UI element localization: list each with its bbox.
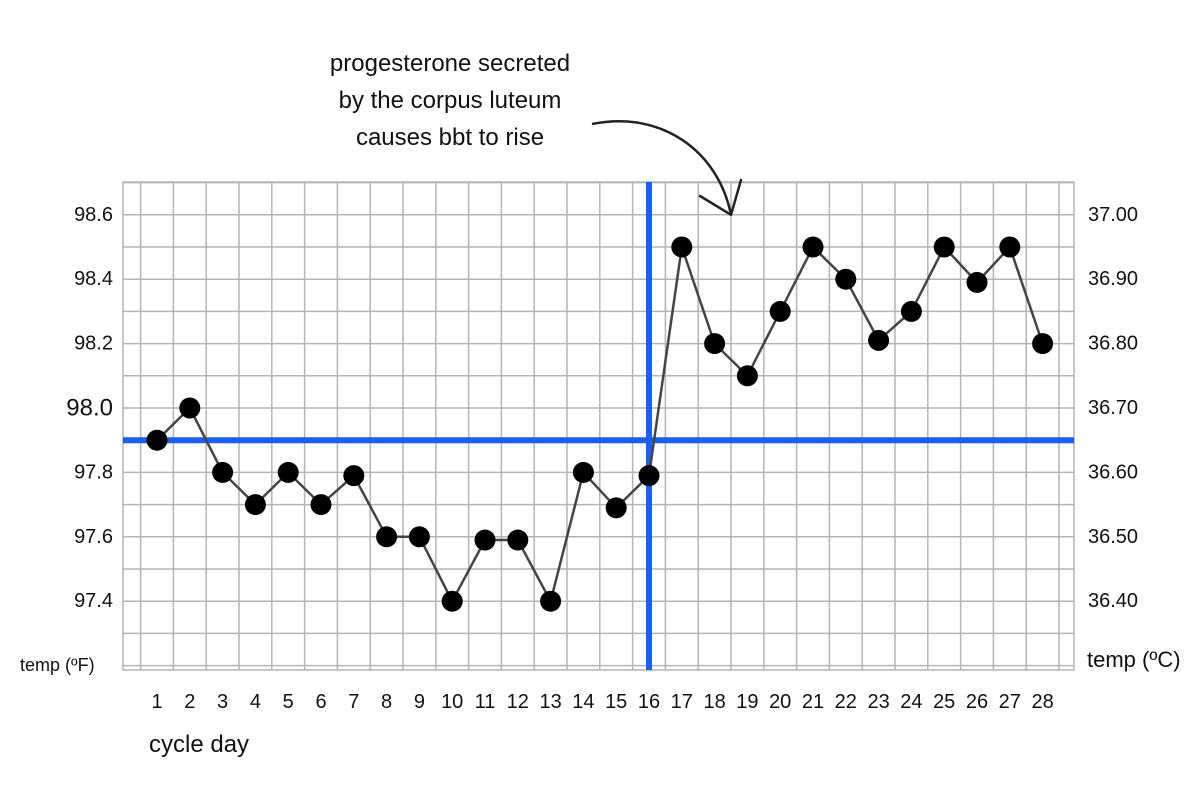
x-tick-label: 12 xyxy=(507,691,529,713)
x-tick-label: 26 xyxy=(966,691,988,713)
data-point-day-28 xyxy=(1032,333,1054,355)
data-point-day-11 xyxy=(474,529,496,551)
y-tick-label-right: 36.50 xyxy=(1088,526,1138,548)
data-point-day-20 xyxy=(769,300,791,322)
data-point-day-2 xyxy=(179,397,201,419)
x-tick-label: 10 xyxy=(441,691,463,713)
y-tick-label-left: 97.4 xyxy=(74,590,113,612)
x-tick-label: 23 xyxy=(867,691,889,713)
x-tick-label: 14 xyxy=(572,691,594,713)
series-line-layer xyxy=(156,244,1044,605)
x-tick-label: 20 xyxy=(769,691,791,713)
data-point-day-9 xyxy=(408,526,430,548)
x-tick-label: 25 xyxy=(933,691,955,713)
y-tick-label-right: 36.70 xyxy=(1088,397,1138,419)
y-axis-title-left: temp (ºF) xyxy=(20,655,95,675)
x-tick-label: 4 xyxy=(250,691,261,713)
data-point-day-14 xyxy=(572,461,594,483)
y-tick-label-right: 36.40 xyxy=(1088,590,1138,612)
data-point-day-23 xyxy=(868,329,890,351)
x-tick-label: 18 xyxy=(703,691,725,713)
data-point-day-10 xyxy=(441,590,463,612)
annotation-arrow-head xyxy=(698,178,743,217)
plot-frame xyxy=(122,181,1075,671)
data-point-day-8 xyxy=(376,526,398,548)
x-tick-label: 7 xyxy=(348,691,359,713)
x-tick-label: 6 xyxy=(315,691,326,713)
y-tick-label-left: 97.8 xyxy=(74,461,113,483)
data-point-day-12 xyxy=(507,529,529,551)
x-tick-label: 15 xyxy=(605,691,627,713)
data-point-day-5 xyxy=(277,461,299,483)
x-tick-label: 9 xyxy=(414,691,425,713)
y-tick-label-right: 36.60 xyxy=(1088,461,1138,483)
x-axis-title: cycle day xyxy=(149,731,249,758)
annotation-arrow xyxy=(591,119,743,217)
data-point-day-13 xyxy=(540,590,562,612)
x-tick-label: 3 xyxy=(217,691,228,713)
x-tick-label: 8 xyxy=(381,691,392,713)
x-tick-label: 16 xyxy=(638,691,660,713)
data-point-day-22 xyxy=(835,268,857,290)
data-point-day-15 xyxy=(605,497,627,519)
data-point-day-26 xyxy=(966,271,988,293)
annotation-text-line-3: causes bbt to rise xyxy=(355,124,545,151)
data-point-day-16 xyxy=(638,465,660,487)
x-tick-label: 24 xyxy=(900,691,922,713)
y-tick-label-right: 36.90 xyxy=(1088,268,1138,290)
data-point-day-1 xyxy=(146,429,168,451)
x-tick-label: 2 xyxy=(184,691,195,713)
data-point-day-3 xyxy=(212,461,234,483)
data-point-day-17 xyxy=(671,236,693,258)
x-tick-label: 5 xyxy=(283,691,294,713)
x-tick-label: 11 xyxy=(475,691,496,713)
data-point-day-6 xyxy=(310,494,332,516)
y-tick-label-left: 97.6 xyxy=(74,526,113,548)
axis-labels: 97.497.697.898.098.298.498.636.4036.5036… xyxy=(20,204,1181,758)
y-tick-label-right: 36.80 xyxy=(1088,333,1138,355)
data-point-day-21 xyxy=(802,236,824,258)
data-point-day-4 xyxy=(244,494,266,516)
grid xyxy=(122,181,1075,671)
y-tick-label-right: 37.00 xyxy=(1088,204,1138,226)
data-point-day-18 xyxy=(704,333,726,355)
x-tick-label: 27 xyxy=(999,691,1021,713)
x-tick-label: 1 xyxy=(151,691,162,713)
data-point-day-19 xyxy=(736,365,758,387)
x-tick-label: 22 xyxy=(835,691,857,713)
y-tick-label-left: 98.6 xyxy=(74,204,113,226)
y-tick-label-left: 98.4 xyxy=(74,268,113,290)
x-tick-label: 21 xyxy=(802,691,824,713)
annotation-text-line-2: by the corpus luteum xyxy=(338,87,562,114)
y-tick-label-left: 98.2 xyxy=(74,333,113,355)
data-point-day-25 xyxy=(933,236,955,258)
y-axis-title-right: temp (ºC) xyxy=(1087,647,1181,672)
annotation-text-line-1: progesterone secreted xyxy=(329,50,571,77)
data-points xyxy=(146,236,1054,612)
y-tick-label-left: 98.0 xyxy=(66,395,113,422)
x-tick-label: 17 xyxy=(671,691,693,713)
data-point-day-7 xyxy=(343,465,365,487)
x-tick-label: 19 xyxy=(736,691,758,713)
data-point-day-27 xyxy=(999,236,1021,258)
series-line xyxy=(156,244,1044,605)
annotation-arrow-curve xyxy=(591,119,733,216)
reference-lines xyxy=(123,182,1074,670)
x-tick-label: 13 xyxy=(539,691,561,713)
data-point-day-24 xyxy=(900,300,922,322)
x-tick-label: 28 xyxy=(1031,691,1053,713)
